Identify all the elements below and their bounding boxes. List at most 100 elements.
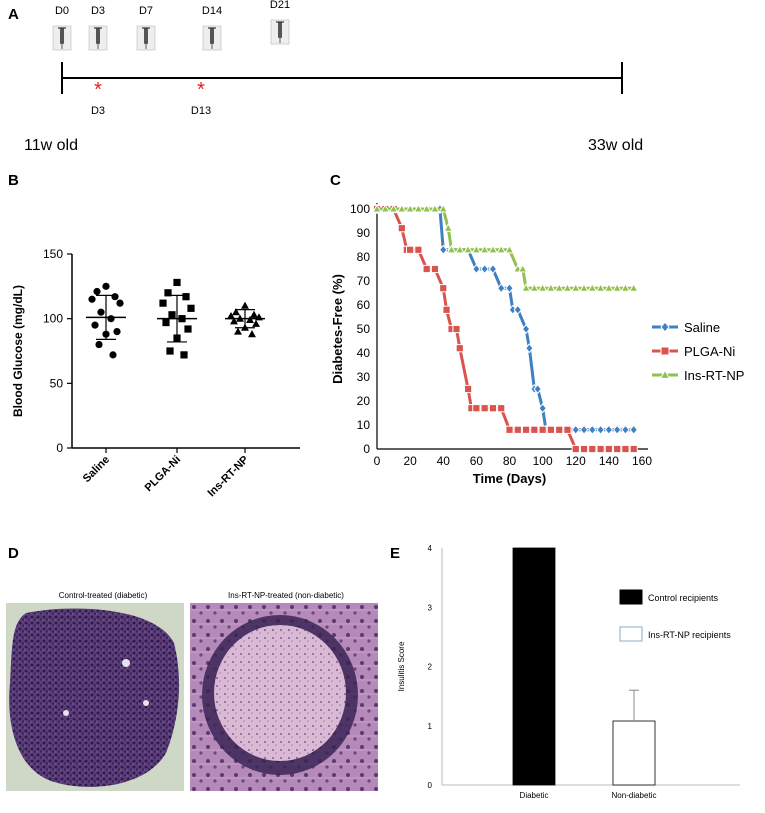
- data-point: [521, 425, 531, 434]
- data-point: [588, 424, 597, 435]
- legend-marker: [660, 321, 670, 333]
- data-point: [587, 283, 598, 292]
- data-point: [505, 283, 514, 294]
- data-point: [187, 304, 195, 312]
- y-tick-label: 3: [428, 603, 433, 612]
- data-point: [521, 323, 531, 335]
- data-point: [570, 283, 581, 292]
- data-point: [397, 224, 406, 233]
- data-point: [488, 263, 498, 275]
- data-point: [88, 295, 96, 303]
- data-point: [596, 424, 605, 435]
- legend-label: PLGA-Ni: [684, 344, 735, 359]
- data-point: [102, 282, 110, 290]
- syringe-icon: [88, 25, 108, 51]
- legend-label: Control recipients: [648, 593, 719, 603]
- data-point: [496, 244, 507, 254]
- marker-star-2: *: [197, 79, 205, 101]
- data-point: [162, 318, 170, 327]
- data-point: [173, 278, 181, 287]
- data-point: [159, 299, 167, 307]
- data-point: [504, 244, 515, 254]
- data-point: [168, 311, 176, 319]
- legend-marker: [660, 346, 670, 356]
- data-point: [414, 245, 423, 254]
- data-point: [571, 424, 581, 435]
- y-tick-label: 70: [357, 274, 371, 288]
- x-tick-label: 20: [403, 454, 417, 468]
- timeline-start-label: 11w old: [24, 137, 78, 154]
- data-point: [372, 203, 382, 213]
- data-point: [107, 315, 115, 323]
- data-point: [430, 203, 440, 213]
- data-point: [116, 299, 124, 307]
- data-point: [497, 404, 506, 413]
- data-point: [93, 287, 101, 296]
- legend-label: Saline: [684, 320, 720, 335]
- y-tick-label: 30: [357, 370, 371, 384]
- data-point: [595, 283, 606, 292]
- y-tick-label: 40: [357, 346, 371, 360]
- data-point: [530, 425, 539, 434]
- x-tick-label: 160: [632, 454, 652, 468]
- data-point: [521, 283, 531, 292]
- y-tick-label: 100: [350, 202, 370, 216]
- data-point: [525, 343, 534, 354]
- legend-swatch: [619, 589, 643, 605]
- data-point: [579, 424, 589, 435]
- data-point: [628, 283, 639, 292]
- timeline-end-label: 33w old: [588, 137, 643, 154]
- data-point: [472, 263, 481, 275]
- data-point: [446, 244, 457, 254]
- y-tick-label: 50: [357, 322, 371, 336]
- legend-marker: [659, 369, 671, 379]
- data-point: [480, 404, 489, 413]
- y-tick-label: 0: [56, 441, 63, 455]
- data-point: [184, 325, 192, 333]
- y-tick-label: 80: [357, 250, 371, 264]
- data-point: [496, 283, 506, 294]
- bar: [612, 720, 656, 786]
- data-point: [230, 317, 238, 325]
- data-point: [455, 344, 464, 353]
- data-point: [397, 203, 407, 213]
- data-point: [91, 321, 99, 329]
- data-point: [113, 328, 121, 336]
- data-point: [621, 424, 630, 435]
- histology-left-caption: Control-treated (diabetic): [58, 591, 148, 600]
- x-category-label: PLGA-Ni: [143, 454, 183, 494]
- panel-label-a: A: [8, 6, 19, 23]
- data-point: [513, 425, 522, 434]
- data-point: [109, 351, 117, 359]
- histology-right-caption: Ins-RT-NP-treated (non-diabetic): [228, 591, 344, 600]
- panel-label-e: E: [390, 545, 401, 562]
- data-point: [480, 263, 489, 275]
- data-point: [405, 203, 415, 213]
- data-point: [250, 310, 258, 318]
- y-tick-label: 100: [43, 312, 63, 326]
- injection-day-label: D14: [202, 5, 222, 17]
- marker-star-1: *: [94, 79, 102, 101]
- data-point: [612, 283, 622, 292]
- data-point: [463, 384, 473, 394]
- data-point: [248, 330, 256, 338]
- data-point: [95, 340, 103, 349]
- data-point: [442, 305, 451, 314]
- data-point: [513, 304, 523, 315]
- y-tick-label: 50: [50, 376, 64, 390]
- data-point: [479, 244, 490, 254]
- data-point: [613, 444, 622, 454]
- data-point: [438, 244, 448, 255]
- data-point: [111, 293, 119, 301]
- data-point: [579, 444, 589, 454]
- legend-label: Ins-RT-NP recipients: [648, 630, 731, 640]
- y-tick-label: 60: [357, 298, 371, 312]
- syringe-icon: [202, 25, 222, 51]
- y-tick-label: 20: [357, 394, 371, 408]
- data-point: [621, 444, 630, 454]
- glucose-scatter-chart: 0 50 100 150 Blood Glucose (mg/dL) Saline PLGA…: [11, 247, 300, 499]
- injection-day-label: D3: [91, 5, 105, 17]
- x-tick-label: 120: [566, 454, 586, 468]
- data-point: [452, 324, 461, 334]
- data-point: [538, 425, 547, 434]
